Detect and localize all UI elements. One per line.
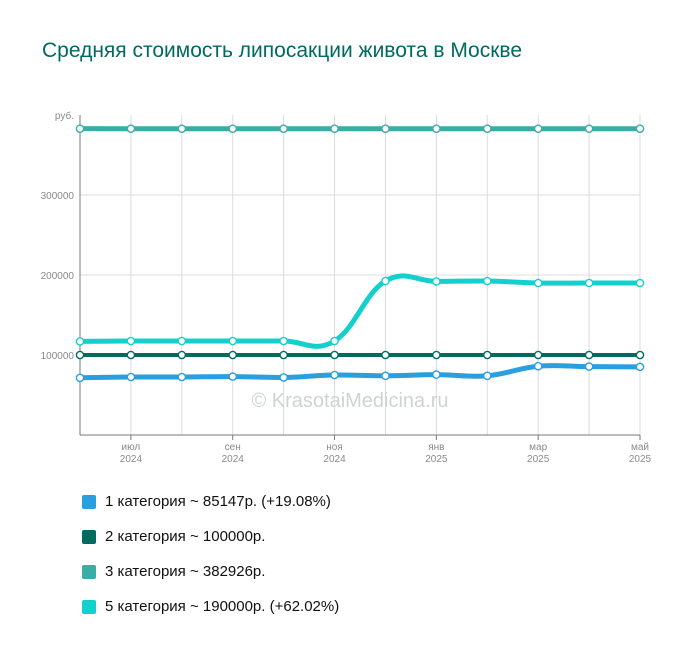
series-1-point	[432, 370, 441, 379]
series-3-point	[635, 124, 645, 133]
series-1-point	[177, 372, 187, 382]
series-1-point	[279, 373, 288, 382]
series-3-point	[584, 124, 594, 133]
series-4-point	[228, 336, 238, 346]
series-4-point	[635, 278, 645, 288]
y-tick-label: 100000	[41, 351, 75, 362]
series-4-point	[330, 336, 339, 346]
series-4-point	[177, 336, 187, 346]
legend-item[interactable]: 2 категория ~ 100000р.	[82, 519, 339, 554]
series-4-point	[279, 336, 288, 346]
legend-label: 2 категория ~ 100000р.	[105, 528, 266, 545]
series-3-point	[381, 124, 390, 133]
series-3-point	[75, 124, 85, 133]
x-tick-year-label: 2025	[425, 454, 448, 465]
series-lines	[77, 126, 643, 381]
x-tick-year-label: 2025	[527, 454, 550, 465]
series-2-point	[482, 350, 492, 360]
series-1-line	[77, 362, 643, 381]
series-4-point	[75, 337, 85, 346]
legend-item[interactable]: 3 категория ~ 382926р.	[82, 554, 339, 589]
series-1-point	[75, 373, 85, 383]
series-1-point	[482, 371, 492, 381]
series-2-point	[381, 350, 390, 360]
legend-item[interactable]: 5 категория ~ 190000р. (+62.02%)	[82, 589, 339, 624]
series-4-point	[381, 276, 390, 286]
series-1-point	[584, 362, 594, 371]
series-1-point	[228, 372, 238, 381]
grid-lines	[80, 115, 641, 435]
series-1-point	[330, 370, 339, 380]
x-tick-year-label: 2025	[629, 454, 652, 465]
series-2-point	[432, 350, 441, 360]
series-4-point	[432, 277, 441, 286]
series-1-point	[533, 361, 543, 371]
series-3-point	[533, 124, 543, 133]
legend-swatch	[82, 494, 96, 509]
series-3-point	[482, 124, 492, 133]
series-1-point	[635, 362, 645, 372]
series-4-point	[584, 278, 594, 288]
chart-title: Средняя стоимость липосакции живота в Мо…	[42, 39, 523, 62]
series-2-point	[228, 350, 238, 360]
series-2-point	[177, 350, 187, 360]
series-3-point	[228, 124, 238, 133]
series-2-point	[533, 350, 543, 360]
y-unit-label: руб.	[55, 110, 74, 122]
legend-swatch	[82, 599, 96, 614]
series-4-line	[77, 273, 643, 349]
legend-label: 5 категория ~ 190000р. (+62.02%)	[105, 598, 340, 615]
x-tick-year-label: 2024	[323, 454, 346, 465]
series-1-point	[126, 372, 136, 382]
series-2-point	[75, 350, 85, 360]
x-tick-month-label: ноя	[326, 442, 343, 453]
legend-swatch	[82, 529, 96, 544]
x-tick-month-label: мар	[529, 442, 547, 453]
series-1-point	[381, 371, 390, 381]
data-points	[75, 124, 645, 383]
x-tick-month-label: сен	[225, 442, 241, 453]
series-3-point	[126, 124, 136, 133]
series-2-point	[635, 350, 645, 360]
series-2-point	[584, 350, 594, 360]
watermark: © KrasotaiMedicina.ru	[251, 390, 449, 412]
legend-label: 3 категория ~ 382926р.	[105, 563, 266, 580]
series-2-point	[330, 350, 339, 360]
y-tick-label: 200000	[41, 271, 75, 282]
series-2-point	[126, 350, 136, 360]
series-3-point	[432, 124, 441, 133]
legend: 1 категория ~ 85147р. (+19.08%) 2 категор…	[82, 484, 339, 624]
y-tick-label: 300000	[41, 191, 75, 202]
x-tick-month-label: июл	[122, 442, 141, 453]
legend-item[interactable]: 1 категория ~ 85147р. (+19.08%)	[82, 484, 339, 519]
series-4-point	[482, 276, 492, 286]
series-3-point	[177, 124, 187, 133]
legend-label: 1 категория ~ 85147р. (+19.08%)	[105, 493, 331, 510]
x-tick-month-label: май	[631, 442, 649, 453]
series-3-point	[279, 124, 288, 133]
axes: 100000200000300000руб.июл2024сен2024ноя2…	[41, 110, 652, 465]
series-2-point	[279, 350, 288, 360]
series-3-point	[330, 124, 339, 133]
legend-swatch	[82, 564, 96, 579]
x-tick-year-label: 2024	[222, 454, 245, 465]
series-4-point	[533, 278, 543, 288]
x-tick-month-label: янв	[428, 442, 444, 453]
series-4-point	[126, 336, 136, 346]
x-tick-year-label: 2024	[120, 454, 143, 465]
